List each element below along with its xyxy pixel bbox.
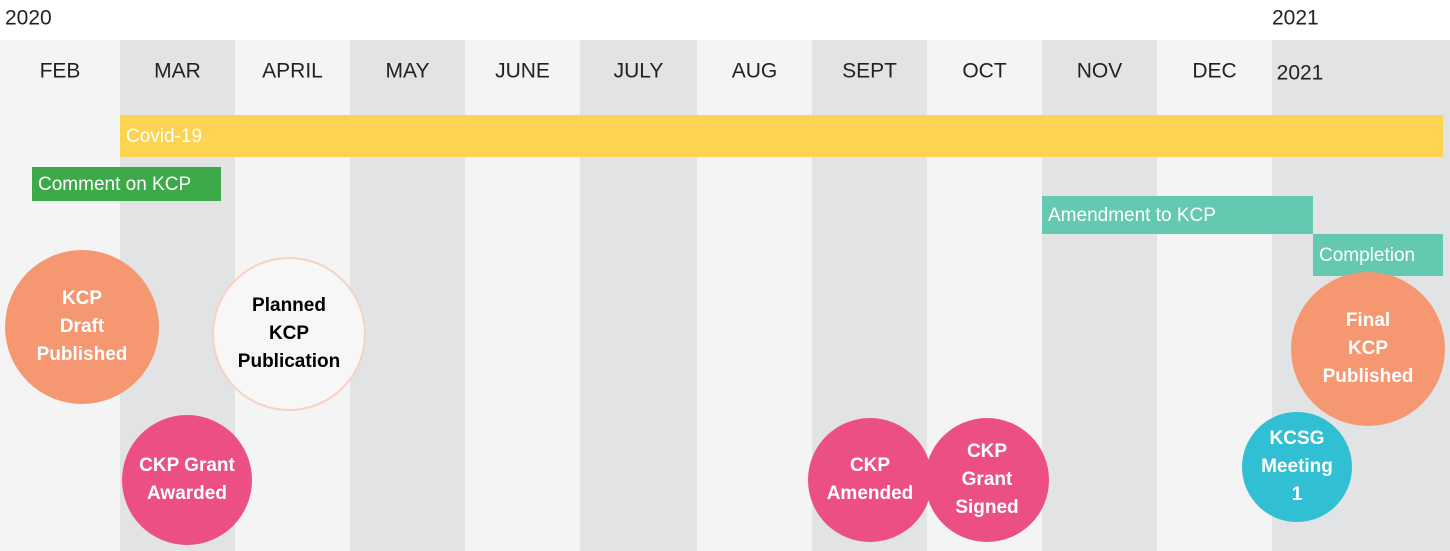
event-label: Draft xyxy=(60,316,105,337)
event-label: Grant xyxy=(962,469,1013,490)
event-circle xyxy=(212,257,366,411)
event-label: Final xyxy=(1346,310,1390,331)
event-circle xyxy=(1291,272,1445,426)
event-label: CKP xyxy=(967,441,1007,462)
year-label: 2021 xyxy=(1272,7,1319,30)
month-label: FEB xyxy=(40,60,81,83)
year-label: 2020 xyxy=(5,7,52,30)
phase-label: Completion xyxy=(1319,245,1415,266)
event-label: CKP xyxy=(850,455,890,476)
phase-bar xyxy=(120,115,1443,157)
phase-bar xyxy=(1042,196,1313,234)
month-label: MAR xyxy=(154,60,201,83)
event-label: Meeting xyxy=(1261,456,1333,477)
month-label: MAY xyxy=(386,60,430,83)
month-label: 2021 xyxy=(1277,62,1324,85)
month-label: DEC xyxy=(1192,60,1236,83)
phase-label: Covid-19 xyxy=(126,126,202,147)
event-label: Awarded xyxy=(147,483,227,504)
event-label: KCP xyxy=(62,288,102,309)
event-label: Published xyxy=(1323,366,1414,387)
phase-label: Comment on KCP xyxy=(38,174,191,195)
phase-bar xyxy=(1313,234,1443,276)
event-label: 1 xyxy=(1292,484,1303,505)
event-label: KCP xyxy=(1348,338,1388,359)
event-label: KCP xyxy=(269,323,309,344)
phase-label: Amendment to KCP xyxy=(1048,205,1216,226)
event-label: CKP Grant xyxy=(139,455,235,476)
event-label: Publication xyxy=(238,351,340,372)
month-label: OCT xyxy=(962,60,1007,83)
month-label: APRIL xyxy=(262,60,323,83)
month-label: NOV xyxy=(1077,60,1123,83)
month-label: JUNE xyxy=(495,60,550,83)
event-label: Amended xyxy=(827,483,914,504)
event-circle xyxy=(925,418,1049,542)
event-label: Planned xyxy=(252,295,326,316)
event-circle xyxy=(122,415,252,545)
event-label: Signed xyxy=(955,497,1018,518)
month-label: SEPT xyxy=(842,60,897,83)
event-circle xyxy=(5,250,159,404)
event-label: KCSG xyxy=(1270,428,1325,449)
month-label: AUG xyxy=(732,60,778,83)
month-label: JULY xyxy=(614,60,664,83)
phase-bar xyxy=(32,167,221,201)
event-circle xyxy=(1242,412,1352,522)
event-label: Published xyxy=(37,344,128,365)
event-circle xyxy=(808,418,932,542)
